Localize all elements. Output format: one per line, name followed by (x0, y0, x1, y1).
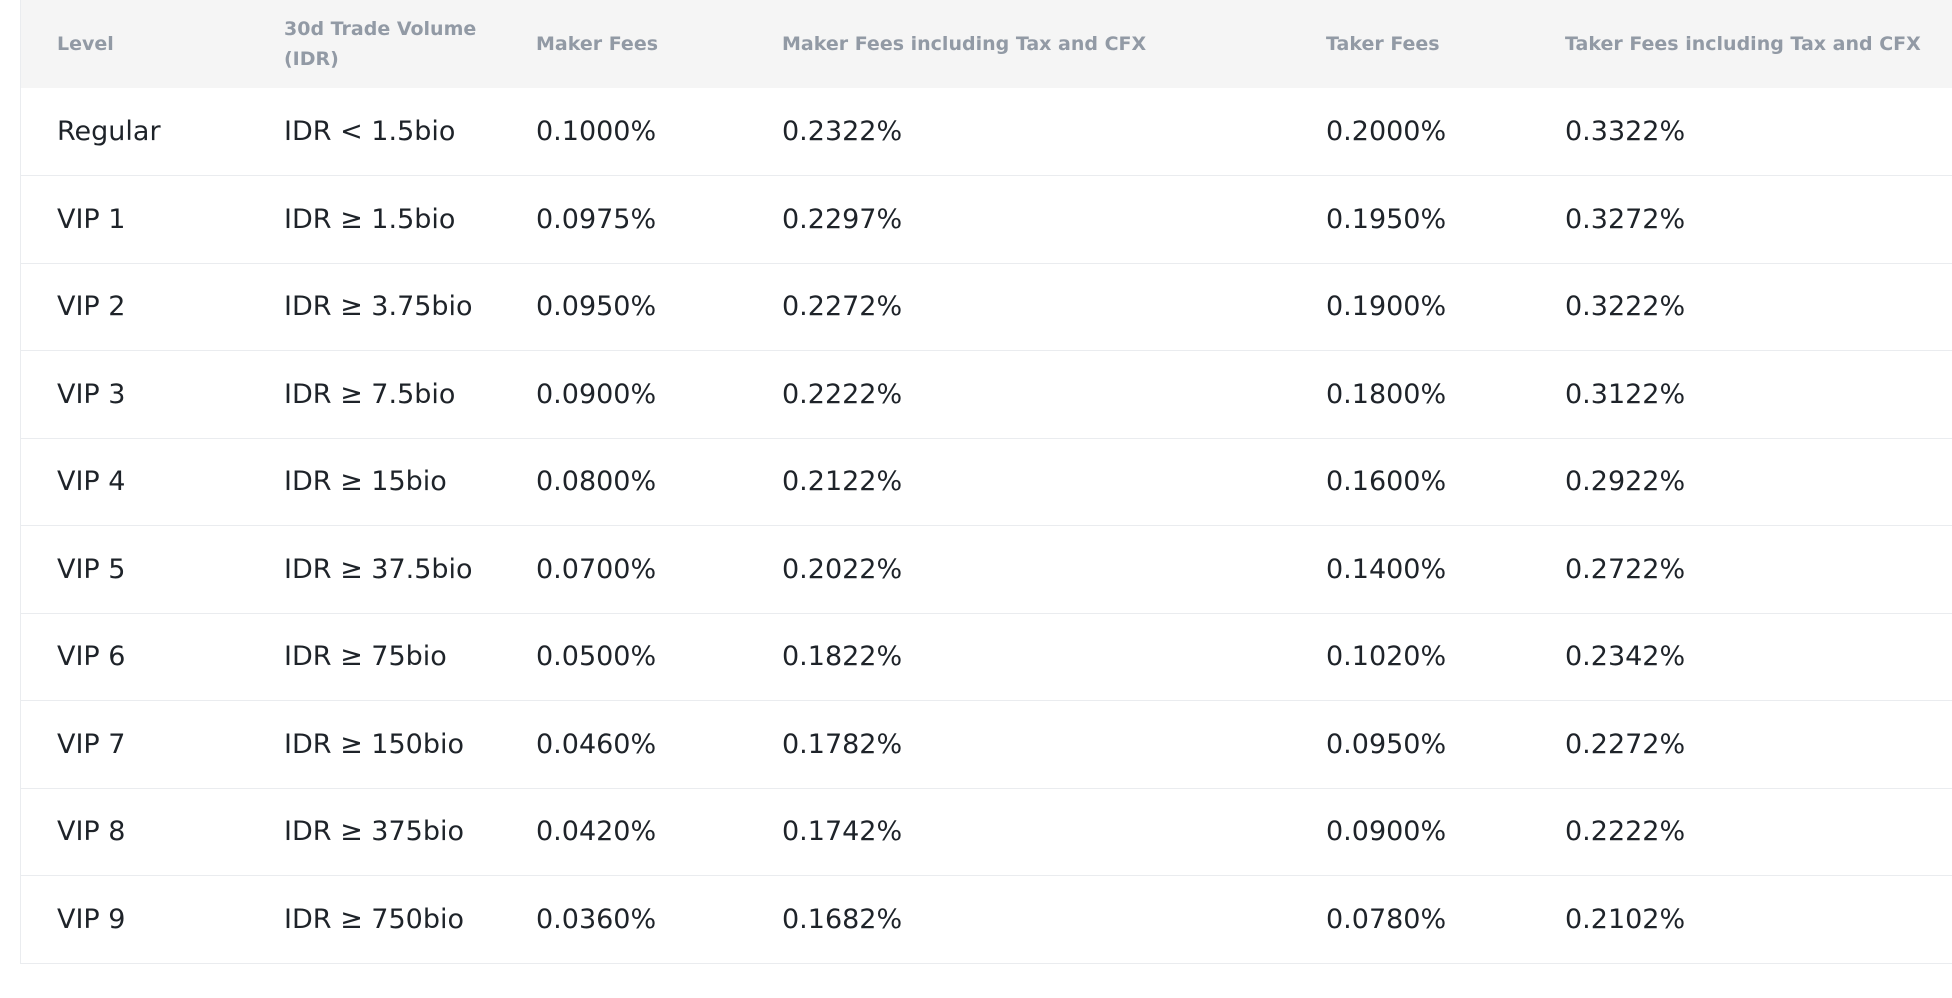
cell-maker-fee: 0.0950% (536, 291, 657, 323)
cell-maker-fee-tax: 0.2122% (782, 466, 903, 498)
table-row: VIP 8 IDR ≥ 375bio 0.0420% 0.1742% 0.090… (21, 788, 1952, 876)
fee-table: Level 30d Trade Volume (IDR) Maker Fees … (21, 0, 1952, 964)
cell-taker-fee-tax: 0.3272% (1565, 203, 1686, 235)
cell-maker-fee-tax: 0.2222% (782, 378, 903, 410)
cell-level: VIP 7 (57, 728, 126, 760)
cell-taker-fee: 0.1950% (1326, 203, 1447, 235)
cell-maker-fee-tax: 0.2297% (782, 203, 903, 235)
table-body: Regular IDR < 1.5bio 0.1000% 0.2322% 0.2… (21, 88, 1952, 963)
cell-volume: IDR ≥ 15bio (284, 466, 447, 498)
cell-level: Regular (57, 116, 161, 147)
table-row: Regular IDR < 1.5bio 0.1000% 0.2322% 0.2… (21, 88, 1952, 176)
header-volume: 30d Trade Volume (IDR) (284, 18, 477, 70)
table-row: VIP 1 IDR ≥ 1.5bio 0.0975% 0.2297% 0.195… (21, 176, 1952, 263)
cell-taker-fee-tax: 0.2922% (1565, 466, 1686, 498)
table-row: VIP 7 IDR ≥ 150bio 0.0460% 0.1782% 0.095… (21, 701, 1952, 788)
table-header: Level 30d Trade Volume (IDR) Maker Fees … (21, 0, 1952, 88)
cell-maker-fee-tax: 0.2022% (782, 553, 903, 585)
cell-volume: IDR ≥ 750bio (284, 903, 464, 935)
header-maker-fees: Maker Fees (536, 33, 659, 55)
cell-taker-fee: 0.2000% (1326, 116, 1447, 147)
cell-volume: IDR ≥ 1.5bio (284, 203, 456, 235)
table-row: VIP 6 IDR ≥ 75bio 0.0500% 0.1822% 0.1020… (21, 613, 1952, 701)
cell-level: VIP 2 (57, 291, 126, 323)
table-row: VIP 3 IDR ≥ 7.5bio 0.0900% 0.2222% 0.180… (21, 351, 1952, 438)
cell-maker-fee: 0.1000% (536, 116, 657, 147)
cell-volume: IDR ≥ 375bio (284, 816, 464, 848)
cell-maker-fee-tax: 0.1782% (782, 728, 903, 760)
cell-maker-fee: 0.0800% (536, 466, 657, 498)
cell-taker-fee: 0.1600% (1326, 466, 1447, 498)
cell-maker-fee-tax: 0.1822% (782, 641, 903, 673)
header-taker-fees-tax: Taker Fees including Tax and CFX (1565, 33, 1921, 55)
cell-taker-fee: 0.0900% (1326, 816, 1447, 848)
cell-maker-fee: 0.0360% (536, 903, 657, 935)
cell-taker-fee: 0.0780% (1326, 903, 1447, 935)
cell-maker-fee-tax: 0.2272% (782, 291, 903, 323)
cell-maker-fee-tax: 0.1682% (782, 903, 903, 935)
fee-table-container: Level 30d Trade Volume (IDR) Maker Fees … (20, 0, 1952, 964)
cell-level: VIP 3 (57, 378, 126, 410)
cell-taker-fee-tax: 0.2102% (1565, 903, 1686, 935)
table-row: VIP 5 IDR ≥ 37.5bio 0.0700% 0.2022% 0.14… (21, 526, 1952, 613)
table-row: VIP 9 IDR ≥ 750bio 0.0360% 0.1682% 0.078… (21, 876, 1952, 963)
cell-maker-fee-tax: 0.1742% (782, 816, 903, 848)
cell-taker-fee-tax: 0.3122% (1565, 378, 1686, 410)
cell-level: VIP 6 (57, 641, 126, 673)
cell-volume: IDR < 1.5bio (284, 116, 456, 147)
table-header-row: Level 30d Trade Volume (IDR) Maker Fees … (21, 0, 1952, 88)
header-level: Level (57, 33, 114, 55)
cell-taker-fee-tax: 0.2222% (1565, 816, 1686, 848)
cell-volume: IDR ≥ 3.75bio (284, 291, 473, 323)
cell-level: VIP 4 (57, 466, 126, 498)
cell-taker-fee: 0.1400% (1326, 553, 1447, 585)
cell-volume: IDR ≥ 75bio (284, 641, 447, 673)
cell-taker-fee: 0.0950% (1326, 728, 1447, 760)
cell-maker-fee: 0.0900% (536, 378, 657, 410)
cell-maker-fee: 0.0500% (536, 641, 657, 673)
cell-maker-fee: 0.0700% (536, 553, 657, 585)
header-maker-fees-tax: Maker Fees including Tax and CFX (782, 33, 1147, 55)
cell-taker-fee-tax: 0.2342% (1565, 641, 1686, 673)
cell-taker-fee-tax: 0.2722% (1565, 553, 1686, 585)
cell-taker-fee: 0.1900% (1326, 291, 1447, 323)
cell-volume: IDR ≥ 150bio (284, 728, 464, 760)
cell-maker-fee: 0.0420% (536, 816, 657, 848)
cell-level: VIP 9 (57, 903, 126, 935)
cell-maker-fee: 0.0975% (536, 203, 657, 235)
cell-taker-fee-tax: 0.3322% (1565, 116, 1686, 147)
cell-maker-fee: 0.0460% (536, 728, 657, 760)
table-row: VIP 4 IDR ≥ 15bio 0.0800% 0.2122% 0.1600… (21, 438, 1952, 526)
cell-taker-fee-tax: 0.2272% (1565, 728, 1686, 760)
cell-taker-fee: 0.1020% (1326, 641, 1447, 673)
cell-level: VIP 8 (57, 816, 126, 848)
cell-volume: IDR ≥ 37.5bio (284, 553, 473, 585)
cell-taker-fee-tax: 0.3222% (1565, 291, 1686, 323)
cell-taker-fee: 0.1800% (1326, 378, 1447, 410)
cell-volume: IDR ≥ 7.5bio (284, 378, 456, 410)
cell-maker-fee-tax: 0.2322% (782, 116, 903, 147)
cell-level: VIP 5 (57, 553, 126, 585)
cell-level: VIP 1 (57, 203, 126, 235)
header-taker-fees: Taker Fees (1326, 33, 1440, 55)
table-row: VIP 2 IDR ≥ 3.75bio 0.0950% 0.2272% 0.19… (21, 263, 1952, 351)
